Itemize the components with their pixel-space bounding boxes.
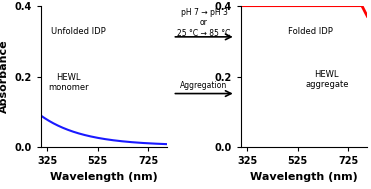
X-axis label: Wavelength (nm): Wavelength (nm)	[250, 172, 358, 182]
Text: Aggregation: Aggregation	[180, 81, 228, 90]
X-axis label: Wavelength (nm): Wavelength (nm)	[50, 172, 158, 182]
Text: HEWL
monomer: HEWL monomer	[48, 73, 89, 92]
Text: Folded IDP: Folded IDP	[288, 27, 333, 36]
Text: HEWL
aggregate: HEWL aggregate	[305, 70, 349, 89]
Text: Unfolded IDP: Unfolded IDP	[51, 27, 106, 36]
Y-axis label: Absorbance: Absorbance	[0, 40, 9, 113]
Text: pH 7 → pH 3
or
25 °C → 85 °C: pH 7 → pH 3 or 25 °C → 85 °C	[177, 8, 231, 38]
